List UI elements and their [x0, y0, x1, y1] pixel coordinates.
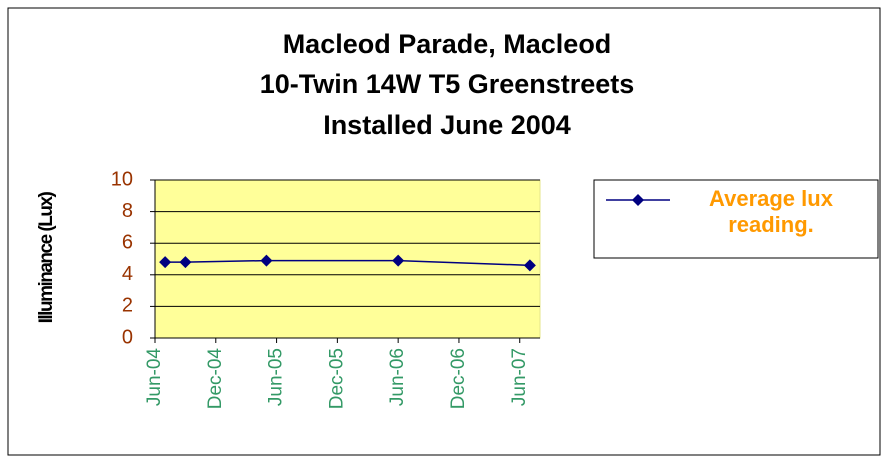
data-point — [179, 256, 192, 269]
data-point — [523, 259, 536, 272]
y-tick-label: 4 — [122, 263, 133, 285]
legend-label: Average lux reading. — [709, 186, 833, 237]
x-tick-label: Jun-04 — [144, 348, 165, 407]
y-axis-label: Illuminance (Lux) — [36, 191, 57, 323]
chart-title: Installed June 2004 — [323, 110, 571, 140]
chart-title: 10-Twin 14W T5 Greenstreets — [260, 69, 635, 99]
x-tick-label: Dec-04 — [205, 348, 226, 410]
y-tick-label: 0 — [122, 326, 133, 348]
y-tick-label: 6 — [122, 231, 133, 253]
chart-title: Macleod Parade, Macleod — [283, 29, 612, 59]
x-tick-label: Jun-05 — [266, 348, 287, 406]
x-tick-label: Dec-06 — [448, 348, 469, 409]
x-tick-label: Jun-07 — [509, 348, 530, 406]
data-point — [392, 254, 405, 267]
y-tick-label: 8 — [122, 200, 133, 222]
y-tick-label: 2 — [122, 295, 133, 317]
y-tick-label: 10 — [111, 168, 133, 190]
data-point — [260, 254, 273, 267]
plot-area — [154, 179, 541, 339]
x-tick-label: Dec-05 — [326, 348, 347, 409]
data-point — [159, 256, 172, 269]
x-tick-label: Jun-06 — [387, 348, 408, 406]
legend-marker — [632, 194, 644, 206]
legend-box — [593, 179, 879, 259]
